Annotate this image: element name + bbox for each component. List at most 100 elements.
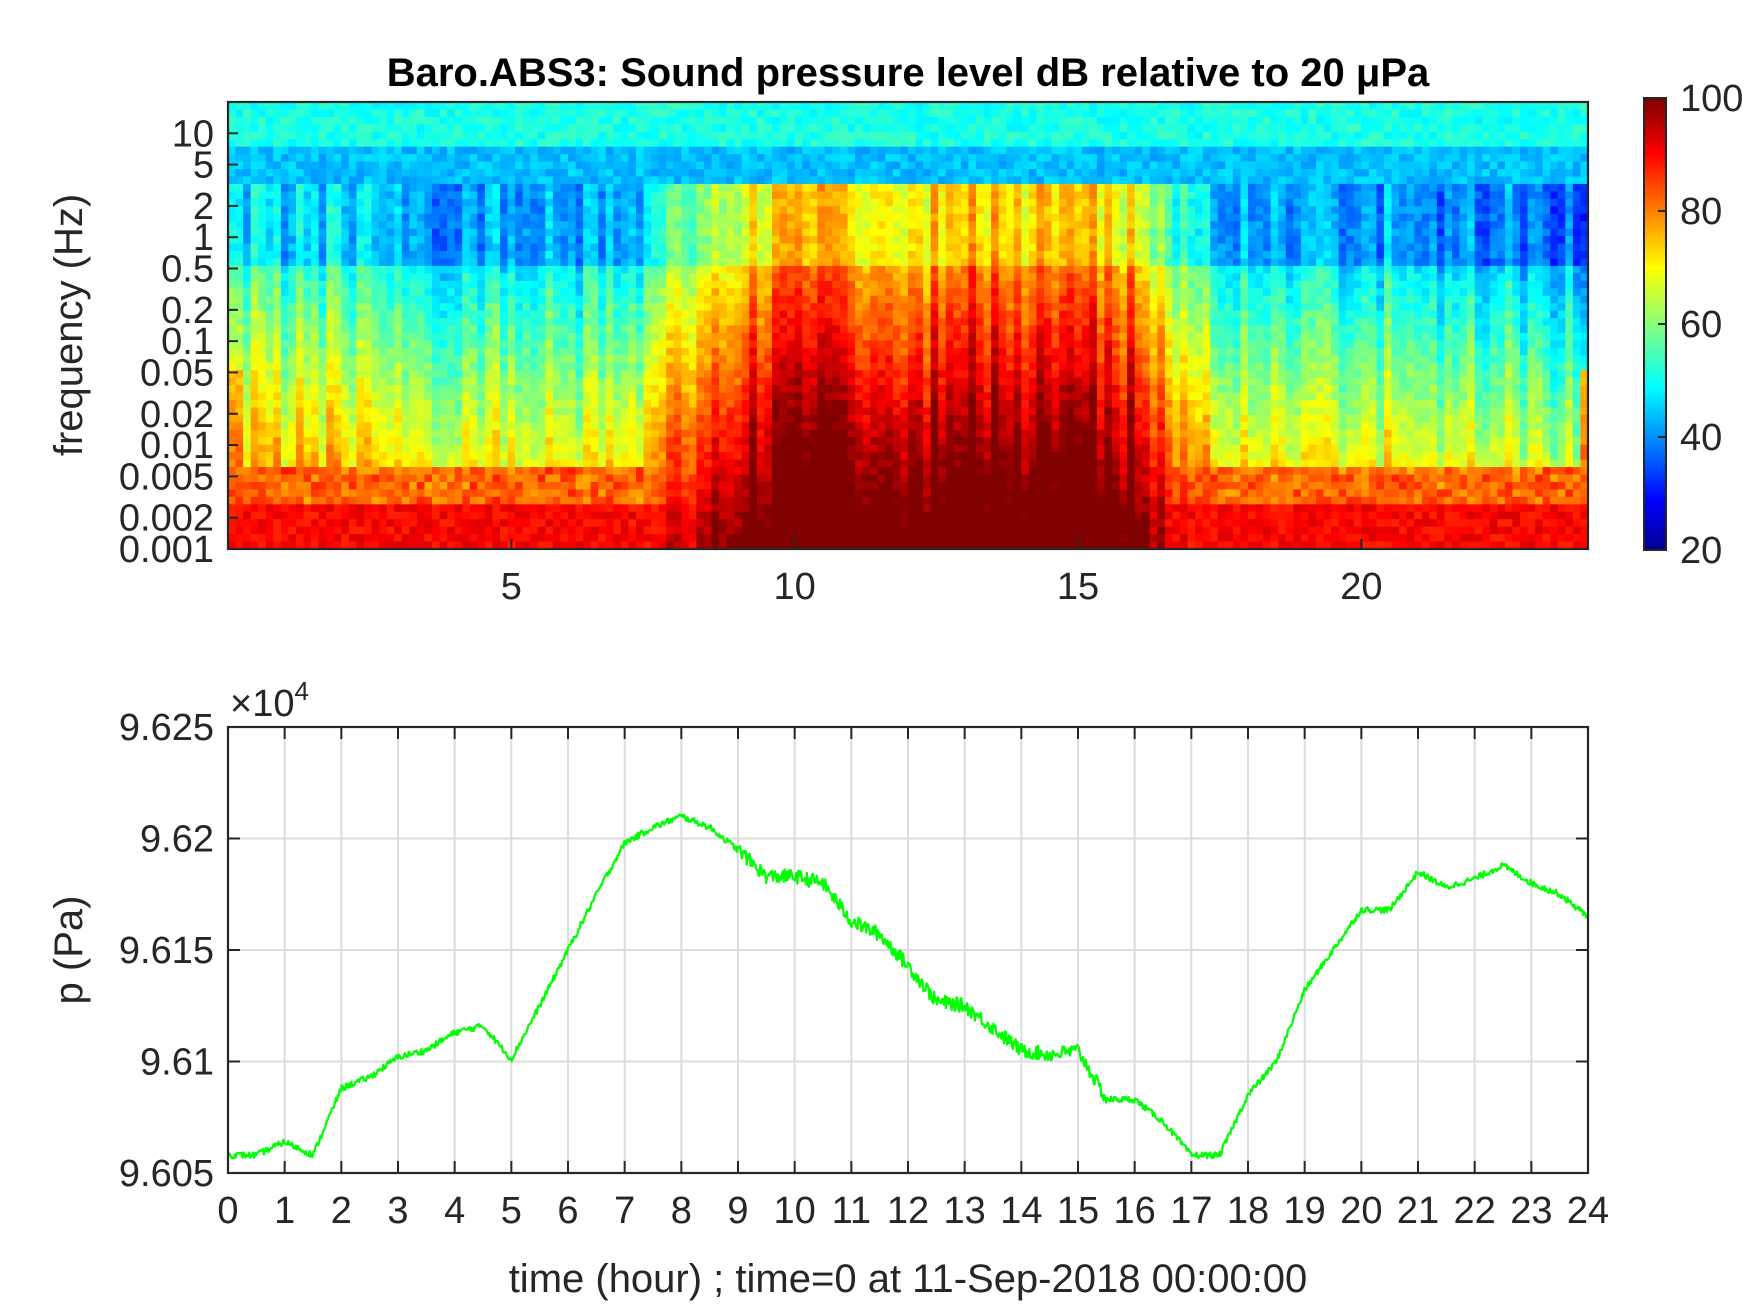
- heatmap-cell: [719, 504, 728, 513]
- heatmap-cell: [265, 534, 274, 543]
- heatmap-cell: [643, 191, 652, 200]
- heatmap-cell: [681, 102, 690, 111]
- heatmap-cell: [439, 347, 448, 356]
- heatmap-cell: [243, 422, 252, 431]
- heatmap-cell: [500, 332, 509, 341]
- heatmap-cell: [817, 176, 826, 185]
- heatmap-cell: [235, 385, 244, 394]
- heatmap-cell: [484, 474, 494, 483]
- heatmap-cell: [583, 198, 592, 207]
- heatmap-cell: [386, 407, 395, 416]
- heatmap-cell: [454, 131, 463, 140]
- heatmap-cell: [764, 258, 773, 267]
- heatmap-cell: [651, 541, 660, 549]
- heatmap-cell: [605, 481, 614, 490]
- heatmap-cell: [265, 400, 274, 409]
- heatmap-cell: [568, 206, 577, 215]
- heatmap-cell: [243, 325, 252, 334]
- heatmap-cell: [265, 437, 274, 446]
- heatmap-cell: [583, 228, 592, 237]
- heatmap-cell: [673, 303, 682, 312]
- heatmap-cell: [228, 288, 237, 297]
- heatmap-cell: [809, 347, 818, 356]
- heatmap-cell: [364, 131, 373, 140]
- heatmap-cell: [250, 116, 259, 125]
- heatmap-cell: [711, 288, 720, 297]
- heatmap-cell: [802, 139, 811, 148]
- heatmap-cell: [530, 325, 539, 334]
- heatmap-cell: [447, 169, 456, 178]
- heatmap-cell: [772, 221, 781, 230]
- heatmap-cell: [424, 325, 433, 334]
- heatmap-cell: [636, 213, 645, 222]
- heatmap-cell: [515, 325, 524, 334]
- heatmap-cell: [734, 236, 743, 245]
- heatmap-cell: [764, 467, 773, 476]
- heatmap-cell: [311, 481, 320, 490]
- heatmap-cell: [620, 295, 630, 304]
- heatmap-cell: [432, 474, 441, 483]
- heatmap-cell: [296, 340, 305, 349]
- heatmap-cell: [379, 429, 388, 438]
- heatmap-cell: [552, 489, 562, 498]
- heatmap-cell: [711, 191, 720, 200]
- heatmap-cell: [258, 251, 267, 260]
- heatmap-cell: [840, 459, 849, 468]
- heatmap-cell: [303, 437, 312, 446]
- heatmap-cell: [552, 519, 562, 528]
- heatmap-cell: [719, 161, 728, 170]
- heatmap-cell: [394, 496, 403, 505]
- heatmap-cell: [348, 504, 358, 513]
- heatmap-cell: [258, 161, 267, 170]
- heatmap-cell: [228, 131, 237, 140]
- heatmap-cell: [719, 169, 728, 178]
- heatmap-cell: [356, 526, 365, 535]
- heatmap-cell: [477, 116, 486, 125]
- heatmap-cell: [605, 541, 614, 549]
- heatmap-cell: [507, 251, 516, 260]
- heatmap-cell: [832, 161, 841, 170]
- heatmap-cell: [673, 489, 682, 498]
- heatmap-cell: [333, 131, 342, 140]
- heatmap-cell: [537, 511, 546, 520]
- heatmap-cell: [749, 243, 758, 252]
- heatmap-cell: [605, 414, 614, 423]
- heatmap-cell: [598, 414, 607, 423]
- heatmap-cell: [560, 519, 569, 528]
- heatmap-cell: [711, 504, 720, 513]
- heatmap-cell: [409, 124, 418, 133]
- heatmap-cell: [258, 414, 267, 423]
- heatmap-cell: [651, 452, 660, 461]
- heatmap-cell: [719, 437, 728, 446]
- heatmap-cell: [772, 258, 781, 267]
- heatmap-cell: [235, 370, 244, 379]
- heatmap-cell: [235, 526, 244, 535]
- heatmap-cell: [658, 146, 667, 155]
- heatmap-cell: [620, 169, 630, 178]
- heatmap-cell: [696, 116, 705, 125]
- heatmap-cell: [560, 251, 569, 260]
- heatmap-cell: [243, 243, 252, 252]
- heatmap-cell: [809, 265, 818, 274]
- heatmap-cell: [311, 452, 320, 461]
- heatmap-cell: [311, 191, 320, 200]
- heatmap-cell: [636, 124, 645, 133]
- heatmap-cell: [333, 102, 342, 111]
- heatmap-cell: [605, 444, 614, 453]
- heatmap-cell: [583, 400, 592, 409]
- heatmap-cell: [492, 534, 501, 543]
- heatmap-cell: [688, 251, 698, 260]
- heatmap-cell: [552, 377, 562, 386]
- heatmap-cell: [356, 347, 365, 356]
- heatmap-cell: [522, 370, 531, 379]
- heatmap-cell: [666, 161, 675, 170]
- heatmap-cell: [515, 459, 524, 468]
- heatmap-cell: [772, 332, 781, 341]
- heatmap-cell: [333, 318, 342, 327]
- heatmap-cell: [235, 511, 244, 520]
- heatmap-cell: [280, 541, 290, 549]
- heatmap-cell: [296, 325, 305, 334]
- heatmap-cell: [666, 183, 675, 192]
- heatmap-cell: [447, 467, 456, 476]
- heatmap-cell: [326, 169, 335, 178]
